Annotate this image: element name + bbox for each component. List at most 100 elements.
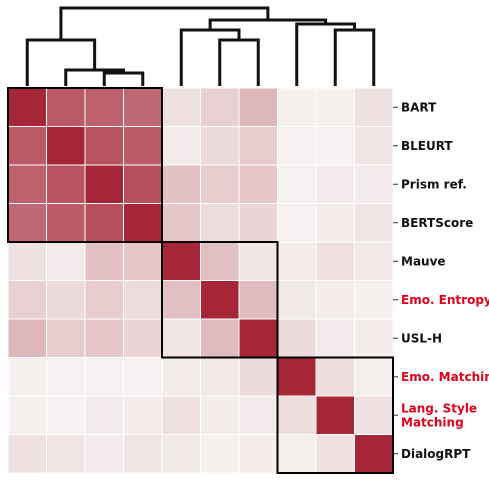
heatmap-cell-dialogrpt-x-prism-ref [84,434,124,474]
heatmap-cell-lang-style-matching-x-emo-entropy [200,395,240,435]
heatmap-cell-bertscore-x-bleurt [46,203,86,243]
heatmap-cell-usl-h-x-bleurt [46,318,86,358]
heatmap-cell-lang-style-matching-x-bleurt [46,395,86,435]
heatmap-cell-dialogrpt-x-mauve [161,434,201,474]
heatmap-cell-usl-h-x-prism-ref [84,318,124,358]
heatmap-cell-bleurt-x-emo-matching [277,126,317,166]
dendrogram-link-9 [59,6,270,40]
heatmap-cell-bart-x-lang-style-matching [315,87,355,127]
dendrogram-link-7 [295,22,356,86]
heatmap-cell-usl-h-x-dialogrpt [354,318,394,358]
row-label-usl-h: USL-H [401,331,442,345]
heatmap-cell-mauve-x-mauve [161,241,201,281]
heatmap-cell-bleurt-x-usl-h [238,126,278,166]
heatmap-cell-bleurt-x-bleurt [46,126,86,166]
heatmap-cell-bertscore-x-dialogrpt [354,203,394,243]
heatmap-cells [7,87,394,474]
heatmap-cell-lang-style-matching-x-bart [7,395,47,435]
heatmap-cell-emo-matching-x-lang-style-matching [315,357,355,397]
heatmap-cell-emo-matching-x-bleurt [46,357,86,397]
heatmap-cell-bertscore-x-bertscore [123,203,163,243]
heatmap-cell-mauve-x-usl-h [238,241,278,281]
heatmap-cell-prism-ref-x-dialogrpt [354,164,394,204]
heatmap-cell-dialogrpt-x-emo-entropy [200,434,240,474]
heatmap-cell-emo-entropy-x-emo-matching [277,280,317,320]
dendrogram-link-1 [102,71,145,86]
heatmap-cell-dialogrpt-x-emo-matching [277,434,317,474]
heatmap-cell-bertscore-x-lang-style-matching [315,203,355,243]
heatmap-cell-bart-x-dialogrpt [354,87,394,127]
heatmap-cell-lang-style-matching-x-emo-matching [277,395,317,435]
heatmap-cell-usl-h-x-emo-entropy [200,318,240,358]
row-label-emo-entropy: Emo. Entropy [401,293,489,307]
row-labels: BART BLEURT Prism ref. BERTScore Mauve Emo. E… [393,100,489,461]
heatmap-cell-emo-entropy-x-usl-h [238,280,278,320]
heatmap-cell-mauve-x-bart [7,241,47,281]
heatmap-cell-mauve-x-dialogrpt [354,241,394,281]
heatmap-cell-lang-style-matching-x-usl-h [238,395,278,435]
row-label-emo-matching: Emo. Matching [401,370,489,384]
heatmap-cell-emo-entropy-x-mauve [161,280,201,320]
heatmap-cell-emo-matching-x-mauve [161,357,201,397]
heatmap-cell-mauve-x-emo-matching [277,241,317,281]
heatmap-cell-bertscore-x-prism-ref [84,203,124,243]
heatmap-cell-bertscore-x-usl-h [238,203,278,243]
row-label-bertscore: BERTScore [401,216,473,230]
heatmap-cell-lang-style-matching-x-dialogrpt [354,395,394,435]
heatmap-cell-mauve-x-bertscore [123,241,163,281]
row-label-bleurt: BLEURT [401,139,453,153]
cluster-box-2 [161,241,279,359]
heatmap-cell-bleurt-x-bart [7,126,47,166]
row-label-dialogrpt: DialogRPT [401,447,471,461]
heatmap-cell-mauve-x-prism-ref [84,241,124,281]
heatmap-cell-usl-h-x-usl-h [238,318,278,358]
cluster-box-1 [7,87,163,243]
heatmap-cell-bart-x-emo-entropy [200,87,240,127]
heatmap-cell-prism-ref-x-bleurt [46,164,86,204]
heatmap-cell-emo-entropy-x-emo-entropy [200,280,240,320]
heatmap-cell-dialogrpt-x-bart [7,434,47,474]
heatmap-cell-bleurt-x-mauve [161,126,201,166]
heatmap-cell-emo-entropy-x-prism-ref [84,280,124,320]
heatmap-cell-lang-style-matching-x-mauve [161,395,201,435]
heatmap-cell-prism-ref-x-bart [7,164,47,204]
heatmap-cell-usl-h-x-bertscore [123,318,163,358]
heatmap-cell-bart-x-prism-ref [84,87,124,127]
row-label-mauve: Mauve [401,254,446,268]
heatmap-cell-emo-entropy-x-bertscore [123,280,163,320]
heatmap-cell-prism-ref-x-emo-matching [277,164,317,204]
heatmap-cell-bart-x-usl-h [238,87,278,127]
heatmap-cell-dialogrpt-x-usl-h [238,434,278,474]
heatmap-cell-bleurt-x-bertscore [123,126,163,166]
heatmap-cell-bertscore-x-mauve [161,203,201,243]
heatmap-cell-emo-entropy-x-bart [7,280,47,320]
heatmap-cell-prism-ref-x-lang-style-matching [315,164,355,204]
heatmap-cell-prism-ref-x-bertscore [123,164,163,204]
heatmap-cell-emo-matching-x-bart [7,357,47,397]
dendrogram-link-3 [25,38,97,86]
heatmap-cell-bleurt-x-emo-entropy [200,126,240,166]
heatmap-cell-bertscore-x-bart [7,203,47,243]
heatmap-cell-bart-x-emo-matching [277,87,317,127]
heatmap-cell-bart-x-bart [7,87,47,127]
heatmap-cell-usl-h-x-mauve [161,318,201,358]
heatmap-cell-lang-style-matching-x-prism-ref [84,395,124,435]
heatmap-cell-lang-style-matching-x-lang-style-matching [315,395,355,435]
heatmap-cell-usl-h-x-bart [7,318,47,358]
heatmap-cell-emo-entropy-x-bleurt [46,280,86,320]
heatmap-cell-dialogrpt-x-bertscore [123,434,163,474]
row-label-lang-style-matching: Lang. Style Matching [401,401,477,429]
heatmap-cell-bleurt-x-dialogrpt [354,126,394,166]
heatmap-cell-usl-h-x-emo-matching [277,318,317,358]
dendrogram [25,6,376,86]
heatmap-cell-bart-x-bertscore [123,87,163,127]
dendrogram-link-4 [218,38,260,86]
heatmap-cell-emo-matching-x-prism-ref [84,357,124,397]
row-label-prism-ref: Prism ref. [401,177,467,191]
heatmap-cell-dialogrpt-x-dialogrpt [354,434,394,474]
heatmap-cell-mauve-x-bleurt [46,241,86,281]
heatmap-cell-emo-matching-x-dialogrpt [354,357,394,397]
heatmap-cell-bart-x-bleurt [46,87,86,127]
